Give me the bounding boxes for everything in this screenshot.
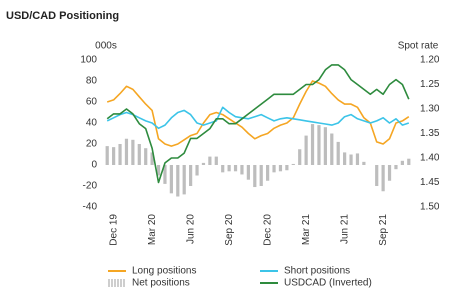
bar <box>144 148 148 165</box>
chart-title: USD/CAD Positioning <box>6 10 119 22</box>
bar <box>291 163 295 165</box>
y2-tick-label: 1.50 <box>420 202 440 213</box>
y-tick-label: -20 <box>83 181 98 192</box>
bar <box>240 165 244 175</box>
bar <box>150 152 154 165</box>
y2-tick-label: 1.45 <box>420 177 440 188</box>
bar <box>214 156 218 165</box>
bar <box>227 165 231 172</box>
bar <box>182 165 186 195</box>
bar <box>137 144 141 165</box>
y-tick-label: -40 <box>83 202 98 213</box>
y-tick-label: 0 <box>91 160 97 171</box>
bar <box>304 135 308 165</box>
y-tick-label: 20 <box>86 139 98 150</box>
bar <box>387 165 392 181</box>
bar <box>189 165 193 186</box>
legend-label: Net positions <box>132 278 190 289</box>
bar <box>375 165 379 186</box>
bar <box>407 158 411 165</box>
bar <box>118 144 122 165</box>
bar <box>169 165 173 194</box>
y-tick-label: 40 <box>86 118 98 129</box>
bar <box>381 165 385 192</box>
y-tick-label: 60 <box>86 97 98 108</box>
bar <box>278 165 283 172</box>
bar <box>259 165 263 186</box>
y2-tick-label: 1.25 <box>420 79 440 90</box>
y2-axis-label: Spot rate <box>398 41 439 52</box>
legend-label: Short positions <box>284 266 350 277</box>
bar <box>131 139 135 165</box>
bar <box>349 154 353 165</box>
y2-tick-label: 1.40 <box>420 153 440 164</box>
y-axis-label: 000s <box>95 41 117 52</box>
bar <box>285 165 289 171</box>
x-tick-label: Sep 21 <box>378 214 389 246</box>
x-tick-label: Jun 21 <box>339 214 350 244</box>
x-tick-label: Sep 20 <box>224 214 235 246</box>
y2-tick-label: 1.30 <box>420 104 440 115</box>
bar <box>323 127 327 165</box>
x-tick-label: Dec 20 <box>262 214 273 246</box>
y2-tick-label: 1.20 <box>420 55 440 66</box>
bar <box>362 161 366 165</box>
bar <box>163 165 167 184</box>
bar <box>298 149 302 165</box>
bar <box>310 124 315 165</box>
series-line <box>106 106 410 130</box>
series-line <box>106 64 410 184</box>
legend-label: USDCAD (Inverted) <box>284 278 372 289</box>
bar <box>317 125 321 165</box>
bar <box>195 165 199 176</box>
bar <box>400 160 404 165</box>
bar <box>394 165 398 170</box>
y-tick-label: 100 <box>80 55 97 66</box>
bar <box>355 153 360 165</box>
legend-label: Long positions <box>132 266 197 277</box>
bar <box>105 146 109 165</box>
x-tick-label: Mar 21 <box>301 214 312 246</box>
y2-tick-label: 1.35 <box>420 128 440 139</box>
bar <box>112 147 116 165</box>
x-tick-label: Dec 19 <box>108 214 119 246</box>
bar <box>208 156 212 165</box>
bar <box>336 141 340 165</box>
bar <box>343 152 347 165</box>
x-tick-label: Mar 20 <box>147 214 158 246</box>
bar <box>176 165 180 197</box>
bar <box>233 165 238 172</box>
bar <box>246 165 250 180</box>
bar <box>221 165 225 173</box>
bar <box>266 165 270 181</box>
bar <box>253 165 257 188</box>
bar <box>272 165 276 173</box>
bar <box>156 165 161 176</box>
bar <box>124 138 129 165</box>
bar <box>201 162 206 165</box>
bar <box>330 133 334 165</box>
y-tick-label: 80 <box>86 76 98 87</box>
x-tick-label: Jun 20 <box>185 214 196 244</box>
series-line <box>106 80 410 147</box>
